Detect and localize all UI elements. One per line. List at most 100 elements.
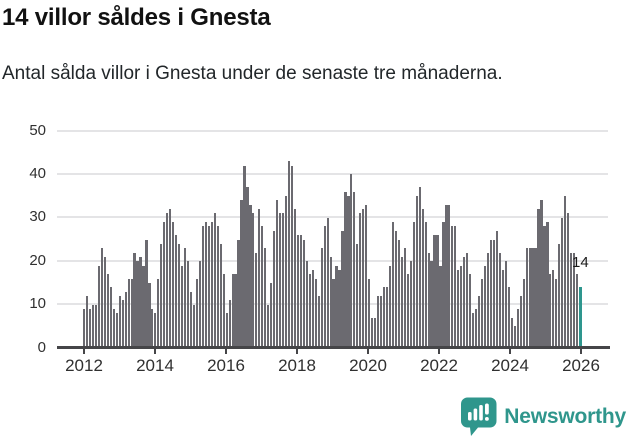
bar [207,226,210,348]
y-tick-label: 0 [37,338,46,356]
gridline [57,259,608,262]
bar [454,226,457,348]
brand-name: Newsworthy [504,405,626,428]
bar [302,239,305,348]
bar [475,308,478,348]
bar [100,248,103,348]
x-tick-label: 2016 [207,356,245,375]
bar [279,213,282,348]
x-tick [225,349,227,354]
bar [466,252,469,348]
bar [519,295,522,348]
bar [356,243,359,348]
bar [109,287,112,348]
bar [540,200,543,348]
brand-footer[interactable]: Newsworthy [460,397,626,437]
bar [498,252,501,348]
bar [391,222,395,348]
newsworthy-logo-icon [461,397,497,436]
x-tick-label: 2022 [420,356,458,375]
bar [344,191,347,348]
bar [546,222,549,348]
bar [252,213,255,348]
bar [97,265,101,348]
bar [371,317,374,348]
highlight-value-label: 14 [571,253,589,271]
gridline [57,129,608,132]
bar [148,282,151,348]
x-tick-label: 2020 [349,356,387,375]
bar [228,300,231,348]
bar [145,239,148,348]
y-tick-label: 30 [29,208,46,226]
gridline [57,216,608,219]
bar [163,222,166,348]
bar [219,243,222,348]
bar [296,235,300,348]
plot-area [57,131,610,348]
bar [222,274,225,348]
bar [350,174,353,348]
bar [576,274,579,348]
bar [347,196,350,348]
bar [513,326,516,348]
bar [139,256,142,348]
bar [133,252,136,348]
bar [359,213,362,348]
bar [299,235,302,348]
bar [403,248,406,348]
x-tick [367,349,369,354]
bar [507,287,510,348]
page-title: 14 villor såldes i Gnesta [2,4,271,31]
bar [516,308,519,348]
bar [522,278,525,348]
bar [374,317,377,348]
x-tick [83,349,85,354]
bar [534,248,537,348]
bar [94,304,98,348]
bar [91,304,95,348]
bar [157,278,160,348]
bar [564,196,567,348]
bar [442,222,445,348]
y-tick-label: 50 [29,121,46,139]
bar [118,295,121,348]
bar [255,252,258,348]
bar [210,222,213,348]
bar [115,313,118,348]
bar [136,261,139,348]
bar [192,304,196,348]
bar [504,261,507,348]
bar [555,278,558,348]
bar [451,226,454,348]
bar [394,230,398,348]
bar [186,261,190,348]
bar [510,317,513,348]
bar [166,213,169,348]
bar [106,274,109,348]
y-tick-label: 10 [29,295,46,313]
bar [258,209,261,348]
bar [151,308,154,348]
bar [463,256,466,348]
bar [237,239,240,348]
bar [201,226,204,348]
x-tick-label: 2026 [562,356,600,375]
bar [382,287,386,348]
bar [216,226,219,348]
x-tick [438,349,440,354]
bar [305,261,308,348]
bar [311,269,314,348]
bar [198,261,202,348]
bar [204,222,207,348]
bar [264,248,267,348]
bar [338,269,341,348]
bar [270,282,273,348]
bar [380,295,383,348]
bar [290,165,294,348]
highlighted-bar [578,287,582,348]
bar [362,209,365,348]
bar [249,204,252,348]
bar [409,261,412,348]
